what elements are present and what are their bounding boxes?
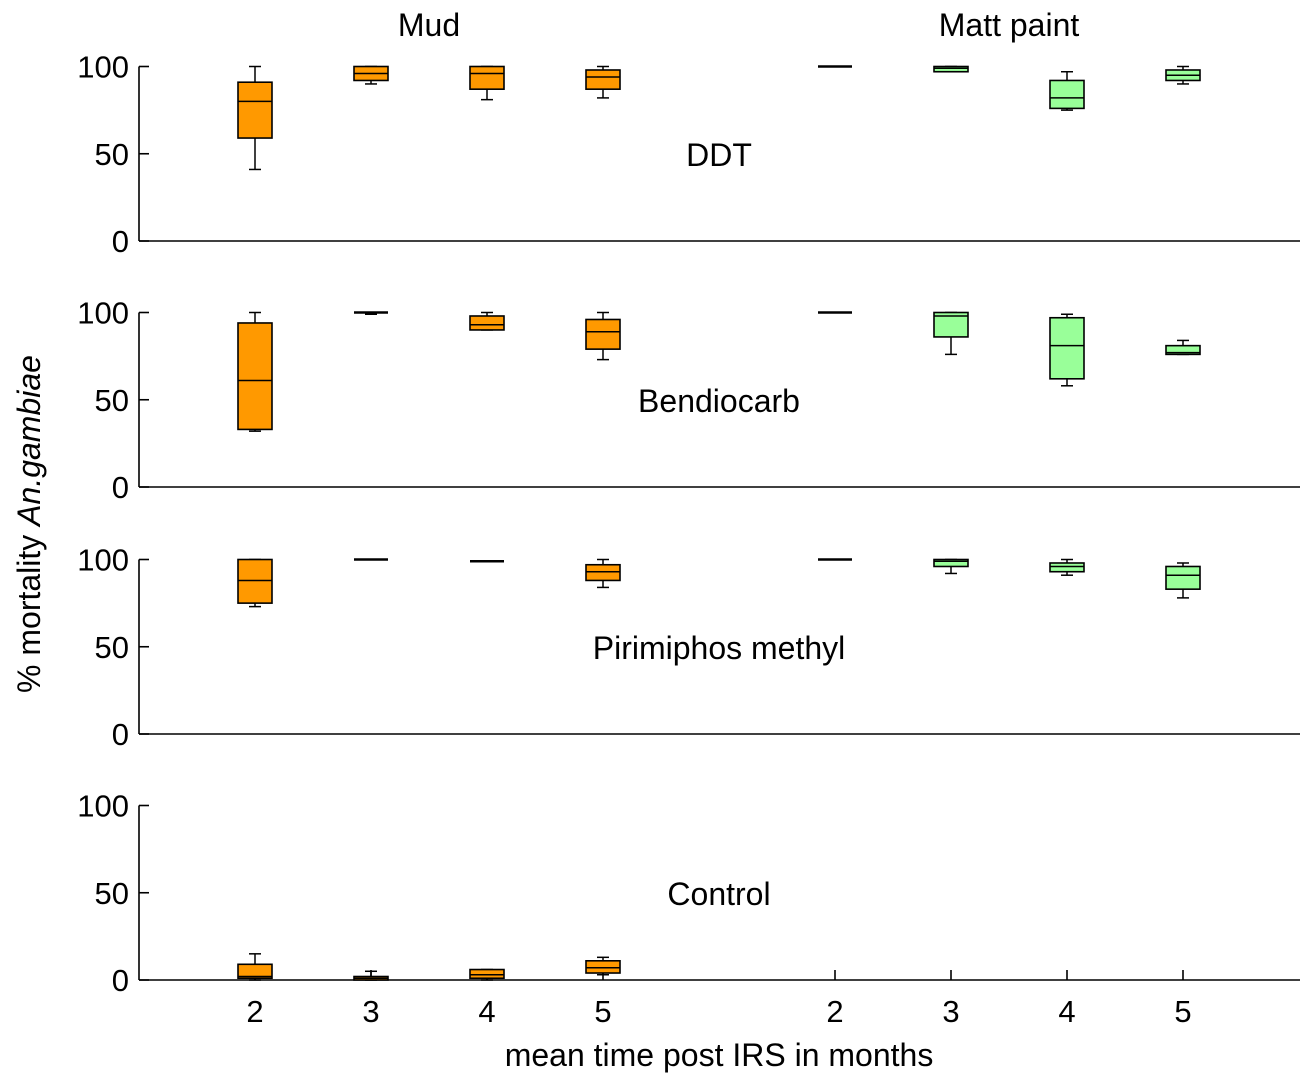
y-tick-label: 100 bbox=[77, 50, 129, 85]
iqr-box bbox=[585, 69, 621, 90]
matt-paint-box-month-4 bbox=[1049, 558, 1085, 576]
iqr-box bbox=[1049, 316, 1085, 380]
mud-box-month-2 bbox=[237, 953, 273, 981]
y-tick-label: 50 bbox=[95, 383, 129, 418]
mud-box-month-5 bbox=[585, 956, 621, 976]
x-tick-label: 5 bbox=[1174, 994, 1191, 1029]
y-tick-label: 0 bbox=[112, 717, 129, 752]
panel-label: Pirimiphos methyl bbox=[593, 630, 846, 666]
mud-box-month-3 bbox=[353, 970, 389, 981]
y-tick-label: 0 bbox=[112, 224, 129, 259]
iqr-box bbox=[237, 963, 273, 980]
matt-paint-box-month-5 bbox=[1165, 562, 1201, 599]
x-tick-label: 4 bbox=[478, 994, 495, 1029]
mud-box-month-4 bbox=[469, 311, 505, 331]
iqr-box bbox=[585, 960, 621, 974]
x-tick-label: 3 bbox=[942, 994, 959, 1029]
mud-box-month-4 bbox=[469, 65, 505, 101]
matt-paint-box-month-3 bbox=[933, 311, 969, 356]
text-layer: Mud Matt paint mean time post IRS in mon… bbox=[11, 7, 1192, 1073]
iqr-box bbox=[469, 968, 505, 980]
boxes-layer bbox=[237, 65, 1201, 981]
iqr-box bbox=[237, 558, 273, 604]
iqr-box bbox=[469, 315, 505, 331]
iqr-box bbox=[237, 81, 273, 139]
matt-paint-box-month-4 bbox=[1049, 70, 1085, 111]
y-axis-label: % mortality An.gambiae bbox=[11, 355, 47, 693]
iqr-box bbox=[933, 65, 969, 73]
matt-paint-box-month-3 bbox=[933, 65, 969, 73]
iqr-box bbox=[469, 65, 505, 90]
y-tick-label: 50 bbox=[95, 630, 129, 665]
mud-box-month-2 bbox=[237, 558, 273, 608]
iqr-box bbox=[1165, 344, 1201, 356]
y-tick-label: 50 bbox=[95, 876, 129, 911]
iqr-box bbox=[1165, 565, 1201, 590]
x-tick-label: 2 bbox=[246, 994, 263, 1029]
iqr-box bbox=[585, 563, 621, 582]
y-tick-label: 0 bbox=[112, 963, 129, 998]
mud-box-month-2 bbox=[237, 65, 273, 171]
x-tick-label: 2 bbox=[826, 994, 843, 1029]
group-label-mud: Mud bbox=[398, 7, 460, 43]
matt-paint-box-month-5 bbox=[1165, 339, 1201, 356]
matt-paint-box-month-3 bbox=[933, 558, 969, 575]
x-tick-label: 3 bbox=[362, 994, 379, 1029]
mud-box-month-4 bbox=[469, 968, 505, 981]
y-tick-label: 0 bbox=[112, 470, 129, 505]
iqr-box bbox=[1049, 562, 1085, 573]
panel-label: Control bbox=[667, 876, 770, 912]
iqr-box bbox=[933, 558, 969, 568]
mud-box-month-3 bbox=[353, 65, 389, 85]
mud-box-month-3 bbox=[354, 311, 388, 315]
y-axis-label-prefix: % mortality bbox=[11, 526, 47, 693]
x-tick-label: 5 bbox=[594, 994, 611, 1029]
y-axis-label-species: An.gambiae bbox=[11, 355, 47, 528]
mud-box-month-2 bbox=[237, 311, 273, 432]
y-tick-label: 100 bbox=[77, 543, 129, 578]
panel-label: DDT bbox=[686, 137, 752, 173]
mud-box-month-5 bbox=[585, 311, 621, 361]
matt-paint-box-month-5 bbox=[1165, 65, 1201, 85]
y-tick-label: 100 bbox=[77, 296, 129, 331]
group-label-matt-paint: Matt paint bbox=[939, 7, 1080, 43]
iqr-box bbox=[585, 318, 621, 350]
x-axis-label: mean time post IRS in months bbox=[505, 1037, 934, 1073]
iqr-box bbox=[1049, 79, 1085, 110]
panel-label: Bendiocarb bbox=[638, 383, 800, 419]
axes-layer bbox=[138, 65, 1300, 981]
iqr-box bbox=[237, 322, 273, 431]
x-tick-label: 4 bbox=[1058, 994, 1075, 1029]
mud-box-month-5 bbox=[585, 558, 621, 589]
y-tick-label: 100 bbox=[77, 789, 129, 824]
matt-paint-box-month-4 bbox=[1049, 313, 1085, 387]
y-tick-label: 50 bbox=[95, 137, 129, 172]
mud-box-month-5 bbox=[585, 65, 621, 99]
